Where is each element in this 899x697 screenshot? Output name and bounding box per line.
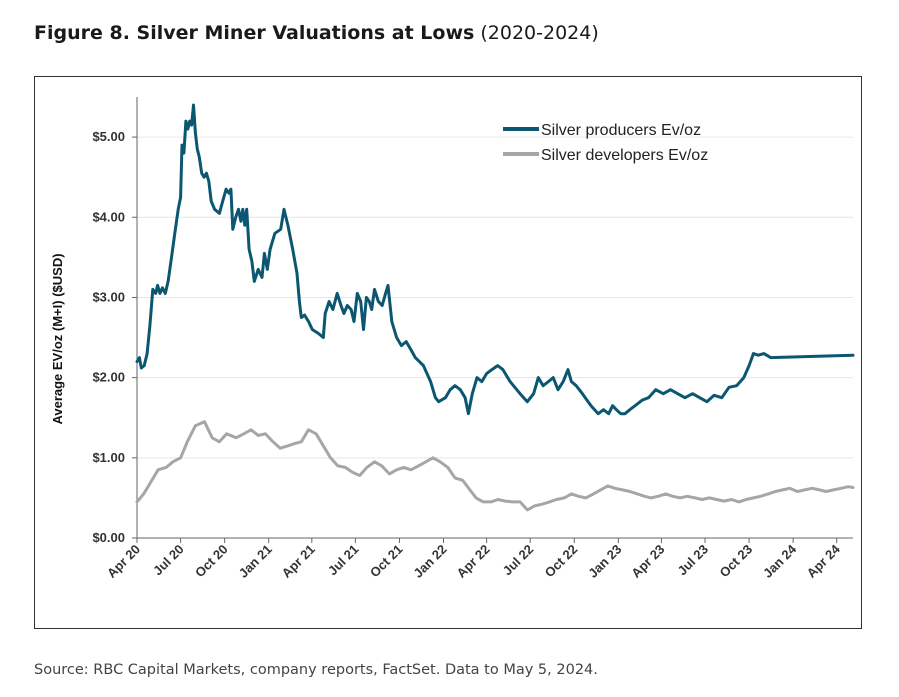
x-tick-label: Oct 21 bbox=[367, 542, 406, 581]
gridlines bbox=[137, 136, 853, 459]
x-tick-label: Oct 22 bbox=[542, 542, 581, 581]
y-tick-label: $4.00 bbox=[92, 209, 125, 224]
x-tick-label: Apr 21 bbox=[279, 542, 318, 581]
source-note: Source: RBC Capital Markets, company rep… bbox=[34, 662, 598, 678]
y-tick-label: $1.00 bbox=[92, 450, 125, 465]
y-tick-label: $3.00 bbox=[92, 289, 125, 304]
figure-title: Figure 8. Silver Miner Valuations at Low… bbox=[34, 22, 599, 44]
x-tick-label: Jan 21 bbox=[236, 542, 275, 581]
x-tick-label: Oct 23 bbox=[716, 542, 755, 581]
x-tick-label: Oct 20 bbox=[192, 542, 231, 581]
legend: Silver producers Ev/oz Silver developers … bbox=[503, 122, 708, 164]
series-line-1 bbox=[135, 103, 855, 416]
x-tick-label: Apr 22 bbox=[454, 542, 493, 581]
legend-label-2: Silver developers Ev/oz bbox=[541, 147, 708, 164]
x-tick-label: Jul 22 bbox=[500, 542, 537, 579]
legend-label-1: Silver producers Ev/oz bbox=[541, 122, 701, 139]
x-tick-label: Jan 23 bbox=[585, 542, 624, 581]
x-tick-label: Apr 20 bbox=[104, 542, 143, 581]
y-tick-label: $0.00 bbox=[92, 530, 125, 545]
series-lines bbox=[135, 103, 855, 512]
x-tick-label: Jul 20 bbox=[150, 542, 187, 579]
series-line-2 bbox=[135, 420, 855, 512]
chart-frame: $0.00 $1.00 $2.00 $3.00 $4.00 $5.00 Apr 20 Jul … bbox=[34, 76, 862, 629]
x-tick-label: Jan 24 bbox=[760, 541, 800, 581]
figure-title-years: (2020-2024) bbox=[474, 22, 599, 44]
y-tick-label: $2.00 bbox=[92, 370, 125, 385]
y-tick-label: $5.00 bbox=[92, 129, 125, 144]
figure-title-main: Figure 8. Silver Miner Valuations at Low… bbox=[34, 22, 475, 44]
x-tick-label: Jul 23 bbox=[674, 542, 711, 579]
x-tick-label: Apr 24 bbox=[804, 541, 844, 581]
x-tick-label: Jul 21 bbox=[325, 542, 362, 579]
y-axis-title: Average EV/oz (M+I) ($USD) bbox=[50, 253, 65, 424]
x-tick-label: Jan 22 bbox=[410, 542, 449, 581]
x-tick-label: Apr 23 bbox=[628, 542, 667, 581]
